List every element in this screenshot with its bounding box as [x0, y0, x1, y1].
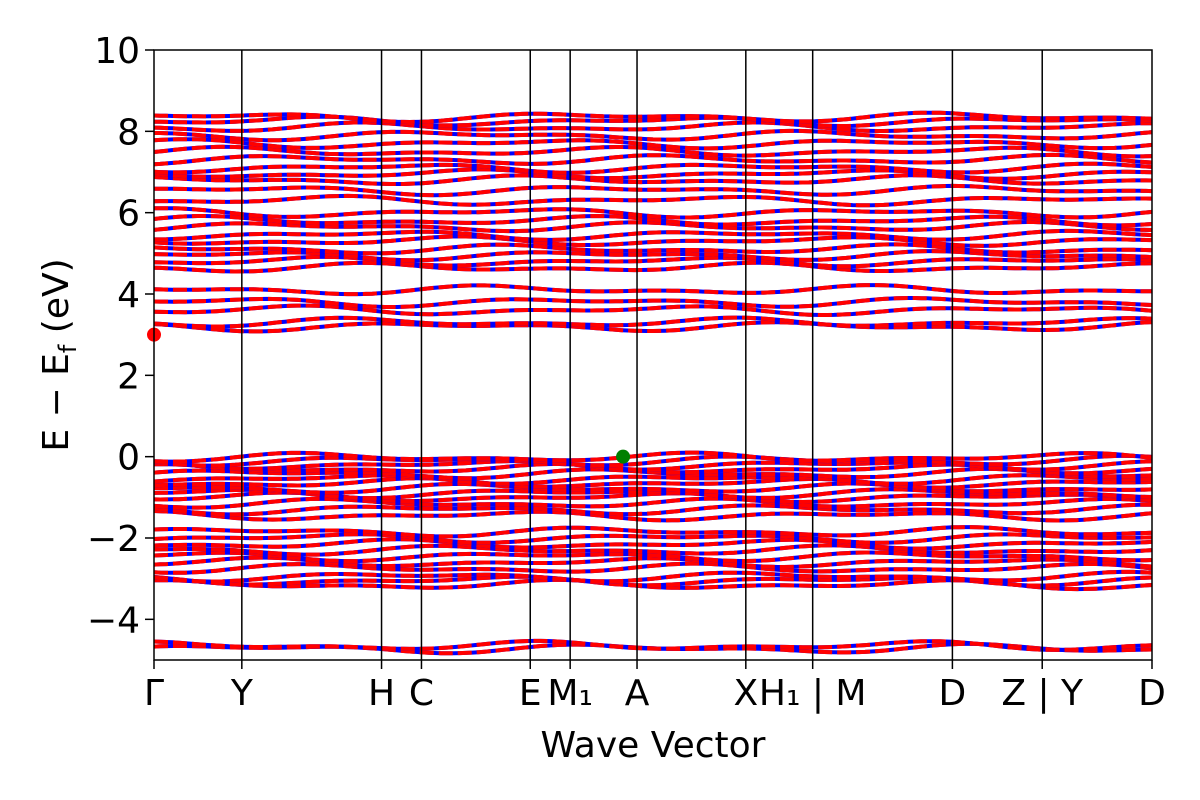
y-tick-label: 4 — [117, 275, 140, 316]
band-line-conduction-high-2-overlay — [154, 173, 1152, 186]
x-tick-label: H₁ | M — [759, 673, 867, 714]
x-tick-label: A — [625, 673, 650, 714]
band-line-conduction-high-8-overlay — [154, 128, 1152, 143]
band-line-conduction-high-10-overlay — [154, 114, 1152, 128]
band-line-conduction-low-4-overlay — [154, 283, 1152, 297]
band-line-conduction-low-0-overlay — [154, 320, 1152, 334]
band-line-valence-high-4-overlay — [154, 487, 1152, 501]
band-line-valence-high-5-overlay — [154, 481, 1152, 495]
band-line-conduction-mid-5-overlay — [154, 228, 1152, 242]
x-axis: Γ Y H C E M₁ A X H₁ | M D Z | Y D — [144, 660, 1166, 714]
band-line-valence-low-9-overlay — [154, 525, 1152, 539]
y-tick-label: 6 — [117, 194, 140, 235]
extrema-markers — [147, 327, 631, 464]
band-line-conduction-low-3-overlay — [154, 296, 1152, 309]
band-line-valence-high-0-overlay — [154, 509, 1152, 523]
vbm-marker — [616, 449, 631, 464]
band-line-deep-1-overlay — [154, 638, 1152, 652]
band-line-conduction-mid-0-overlay — [154, 260, 1152, 274]
band-line-conduction-high-5-overlay — [154, 152, 1152, 167]
x-tick-label: Y — [230, 673, 254, 714]
band-line-conduction-high-7-overlay — [154, 137, 1152, 151]
band-line-valence-low-4-overlay — [154, 555, 1152, 569]
band-line-conduction-high-11-overlay — [154, 110, 1152, 125]
band-line-valence-low-3-overlay — [154, 561, 1152, 575]
band-line-valence-high-3-overlay — [154, 490, 1152, 505]
y-axis-title: E − Ef (eV) — [36, 258, 82, 451]
band-line-conduction-mid-7-overlay — [154, 213, 1152, 228]
band-line-valence-high-6-overlay — [154, 476, 1152, 490]
y-tick-label: −2 — [87, 519, 140, 560]
band-line-conduction-mid-6-overlay — [154, 220, 1152, 234]
x-tick-label: D — [1138, 673, 1166, 714]
high-symmetry-lines — [241, 50, 1043, 660]
band-line-valence-high-11-overlay — [154, 453, 1152, 468]
band-line-conduction-mid-4-overlay — [154, 234, 1152, 248]
x-tick-label: Γ — [144, 673, 164, 714]
band-line-valence-low-2-overlay — [154, 569, 1152, 584]
y-tick-label: 10 — [94, 31, 140, 72]
x-tick-label: E — [519, 673, 542, 714]
plot-frame — [153, 49, 1153, 661]
band-line-conduction-mid-1-overlay — [154, 254, 1152, 269]
band-line-valence-high-2-overlay — [154, 496, 1152, 510]
band-line-conduction-mid-3-overlay — [154, 242, 1152, 256]
y-axis: −4 −2 0 2 4 6 8 10 — [87, 31, 154, 641]
band-line-valence-high-9-overlay — [154, 462, 1152, 476]
band-line-conduction-high-6-overlay — [154, 144, 1152, 159]
y-tick-label: 0 — [117, 438, 140, 479]
y-tick-label: 2 — [117, 356, 140, 397]
band-line-valence-high-1-overlay — [154, 502, 1152, 517]
band-line-valence-high-10-overlay — [154, 458, 1152, 472]
y-axis-title-unit: (eV) — [36, 258, 77, 344]
band-line-conduction-high-0-overlay — [154, 193, 1152, 208]
y-axis-title-sub: f — [54, 344, 82, 353]
band-line-conduction-high-3-overlay — [154, 167, 1152, 181]
y-tick-label: 8 — [117, 112, 140, 153]
band-line-valence-low-7-overlay — [154, 537, 1152, 551]
y-axis-title-main: E − E — [36, 353, 77, 452]
x-axis-title: Wave Vector — [541, 725, 766, 766]
x-tick-label: Z | Y — [1001, 673, 1084, 714]
band-line-conduction-high-1-overlay — [154, 183, 1152, 198]
band-line-conduction-low-1-overlay — [154, 315, 1152, 329]
band-line-valence-low-6-overlay — [154, 543, 1152, 557]
y-tick-label: −4 — [87, 600, 140, 641]
band-line-conduction-high-4-overlay — [154, 161, 1152, 175]
x-tick-label: C — [409, 673, 434, 714]
band-line-valence-high-12-overlay — [154, 450, 1152, 464]
band-line-valence-high-7-overlay — [154, 473, 1152, 486]
band-line-conduction-low-2-overlay — [154, 303, 1152, 317]
band-line-valence-low-1-overlay — [154, 574, 1152, 588]
x-tick-label: D — [939, 673, 967, 714]
band-line-conduction-mid-8-overlay — [154, 206, 1152, 220]
x-tick-label: X — [733, 673, 758, 714]
x-tick-label: H — [368, 673, 395, 714]
band-line-conduction-mid-2-overlay — [154, 249, 1152, 263]
x-tick-label: M₁ — [547, 673, 593, 714]
band-line-valence-low-5-overlay — [154, 550, 1152, 564]
band-line-valence-low-8-overlay — [154, 532, 1152, 545]
band-line-conduction-high-9-overlay — [154, 120, 1152, 133]
bands-layer — [154, 110, 1152, 656]
